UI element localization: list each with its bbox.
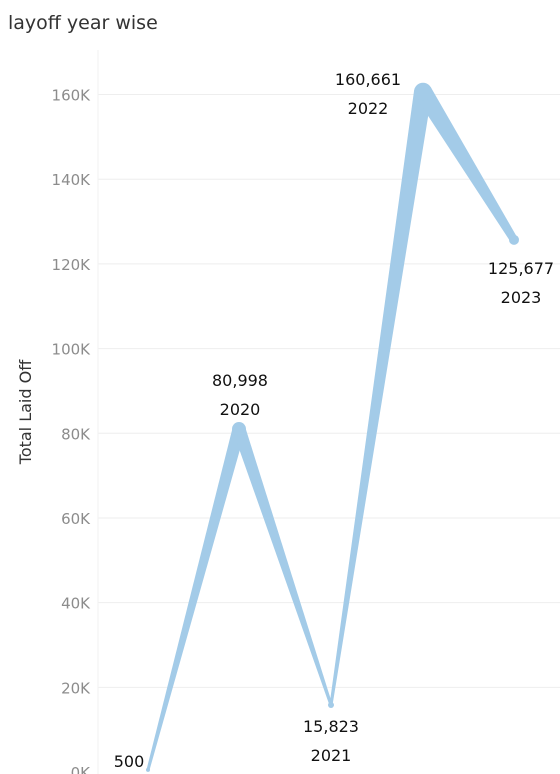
y-tick-label: 120K xyxy=(52,256,92,274)
y-tick-label: 60K xyxy=(61,510,91,528)
data-labels: 500 80,998 2020 15,823 2021 160,661 2022 125,67… xyxy=(114,70,554,771)
data-value-label: 160,661 xyxy=(335,70,401,89)
data-category-label: 2023 xyxy=(501,288,542,307)
data-value-label: 500 xyxy=(114,752,145,771)
data-point xyxy=(328,702,334,708)
data-category-label: 2022 xyxy=(348,99,389,118)
y-tick-label: 0K xyxy=(71,764,92,774)
data-value-label: 125,677 xyxy=(488,259,554,278)
y-tick-label: 40K xyxy=(61,595,91,613)
y-tick-label: 80K xyxy=(61,425,91,443)
data-category-label: 2021 xyxy=(311,746,352,765)
y-tick-label: 140K xyxy=(52,171,92,189)
data-category-label: 2020 xyxy=(220,400,261,419)
data-value-label: 15,823 xyxy=(303,717,359,736)
y-axis-label: Total Laid Off xyxy=(16,359,35,465)
series-line-segment xyxy=(330,90,432,705)
data-point xyxy=(232,422,246,436)
data-point xyxy=(509,235,519,245)
series-line-segment xyxy=(415,87,517,242)
y-tick-label: 100K xyxy=(52,341,92,359)
gridlines xyxy=(98,50,560,774)
series-line-segment xyxy=(233,427,333,706)
data-value-label: 80,998 xyxy=(212,371,268,390)
y-axis-ticks: 0K 20K 40K 60K 80K 100K 120K 140K 160K xyxy=(52,87,92,774)
series-points xyxy=(146,83,519,772)
series-line-segment xyxy=(147,427,246,770)
data-point xyxy=(146,768,150,772)
y-tick-label: 20K xyxy=(61,679,91,697)
y-tick-label: 160K xyxy=(52,87,92,105)
series-line xyxy=(147,87,518,770)
data-point xyxy=(414,83,432,101)
